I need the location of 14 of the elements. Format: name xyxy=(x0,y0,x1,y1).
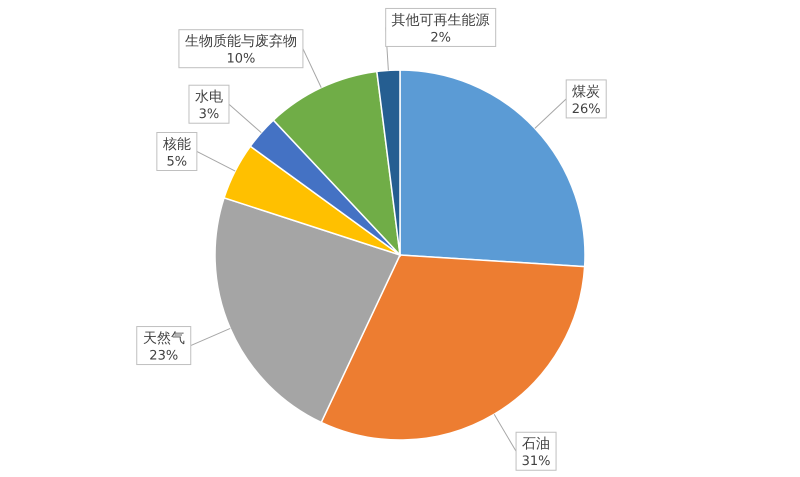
slice-label: 生物质能与废弃物 xyxy=(184,34,297,50)
data-label: 23% xyxy=(149,348,178,364)
data-label: 5% xyxy=(166,154,188,170)
slice-label: 天然气 xyxy=(142,330,185,347)
data-label: 10% xyxy=(226,52,256,67)
data-label: 3% xyxy=(198,107,220,122)
slice-label: 核能 xyxy=(162,136,191,152)
data-label: 26% xyxy=(572,102,601,117)
data-label: 31% xyxy=(522,454,551,470)
slice-label: 石油 xyxy=(522,436,550,452)
data-label: 2% xyxy=(430,30,451,46)
slice-label: 水电 xyxy=(194,89,223,106)
slice-label: 煤炭 xyxy=(572,84,600,100)
slice-label: 其他可再生能源 xyxy=(392,12,490,28)
